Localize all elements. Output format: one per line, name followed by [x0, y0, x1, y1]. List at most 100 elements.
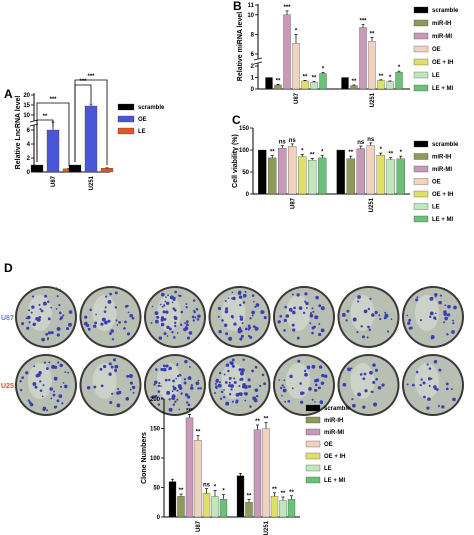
- significance-label: **: [179, 488, 184, 494]
- colony-dot: [427, 377, 432, 381]
- legend-label: LE + MI: [432, 86, 454, 92]
- legend-label: LE + MI: [324, 478, 346, 484]
- colony-dot: [369, 370, 373, 375]
- colony-dot: [113, 359, 116, 362]
- legend-swatch: [305, 440, 321, 448]
- colony-dot: [438, 368, 442, 372]
- category-label: U251: [264, 520, 270, 535]
- colony-dot: [229, 361, 233, 365]
- colony-dot: [168, 398, 171, 401]
- colony-dot: [151, 395, 155, 399]
- legend-label: OE: [432, 47, 441, 53]
- bar-le-mi: [396, 158, 405, 195]
- colony-dot: [196, 318, 200, 321]
- colony-dot: [53, 390, 55, 393]
- colony-dot: [304, 300, 307, 303]
- colony-dot: [178, 386, 183, 390]
- bar-le-mi: [318, 157, 327, 195]
- colony-dot: [350, 367, 353, 370]
- colony-dot: [176, 363, 179, 365]
- colony-dot: [346, 309, 350, 313]
- colony-dot: [451, 330, 455, 334]
- colony-dot: [38, 316, 41, 319]
- colony-dot: [160, 318, 165, 322]
- colony-dot: [262, 311, 265, 314]
- colony-dot: [383, 316, 387, 320]
- colony-dot: [176, 389, 179, 392]
- colony-dot: [242, 358, 245, 361]
- colony-dot: [194, 316, 197, 319]
- panel-letter-d: D: [4, 261, 13, 275]
- bar-mir-mi: [253, 429, 262, 518]
- colony-dot: [101, 317, 106, 322]
- colony-dot: [371, 313, 375, 317]
- legend-label: scramble: [432, 8, 459, 14]
- colony-dot: [61, 402, 64, 405]
- colony-dot: [126, 304, 129, 308]
- colony-dot: [254, 388, 259, 392]
- plate-row-label: U87: [1, 315, 14, 322]
- bar-le: [308, 159, 317, 195]
- colony-dot: [30, 311, 33, 314]
- colony-dot: [230, 384, 234, 388]
- colony-dot: [171, 331, 174, 334]
- colony-dot: [434, 387, 438, 391]
- colony-dot: [161, 305, 164, 308]
- y-tick-label: 50: [153, 486, 160, 492]
- colony-dot: [356, 331, 359, 334]
- colony-dot: [197, 387, 200, 390]
- colony-dot: [184, 359, 188, 364]
- colony-dot: [89, 308, 93, 312]
- bar-scramble: [30, 164, 44, 173]
- colony-dot: [58, 394, 63, 398]
- significance-label: **: [289, 490, 294, 496]
- colony-dot: [299, 382, 302, 385]
- colony-dot: [178, 294, 181, 297]
- colony-dot: [357, 392, 362, 397]
- axis-break-mark: [253, 61, 263, 65]
- colony-dot: [314, 401, 316, 403]
- significance-label: *: [389, 75, 392, 81]
- legend-label: scramble: [432, 142, 459, 148]
- legend-swatch: [413, 71, 429, 79]
- colony-dot: [187, 403, 191, 407]
- colony-dot: [450, 388, 453, 391]
- colony-dot: [190, 386, 194, 390]
- colony-dot: [362, 377, 366, 381]
- colony-dot: [353, 317, 356, 319]
- colony-dot: [372, 363, 376, 367]
- colony-dot: [46, 338, 49, 341]
- colony-dot: [282, 388, 287, 393]
- colony-dot: [167, 294, 169, 297]
- colony-dot: [278, 379, 281, 381]
- colony-dot: [363, 309, 368, 314]
- bar-mir-mi: [359, 27, 367, 90]
- colony-dot: [48, 361, 51, 364]
- y-tick-label: 50: [242, 170, 249, 176]
- colony-dot: [251, 294, 255, 297]
- colony-dot: [127, 311, 130, 314]
- colony-dot: [347, 367, 352, 372]
- colony-dot: [244, 399, 247, 402]
- colony-dot: [218, 330, 222, 334]
- bar-mir-ih: [177, 496, 185, 518]
- colony-dot: [34, 385, 38, 389]
- y-tick-label: 0: [157, 515, 161, 521]
- colony-dot: [160, 385, 162, 387]
- bar-mir-ih: [268, 157, 277, 195]
- colony-dot: [100, 384, 104, 388]
- legend-swatch: [413, 178, 429, 185]
- significance-label: *: [214, 484, 217, 490]
- colony-dot: [108, 372, 112, 376]
- bar-oe-ih: [376, 155, 385, 195]
- colony-dot: [116, 324, 119, 326]
- legend-label: LE: [432, 73, 440, 79]
- colony-dot: [379, 317, 382, 321]
- bracket-label: **: [43, 114, 48, 120]
- colony-dot: [244, 392, 248, 396]
- colony-dot: [104, 320, 108, 325]
- colony-dot: [311, 398, 314, 401]
- colony-dot: [47, 317, 51, 321]
